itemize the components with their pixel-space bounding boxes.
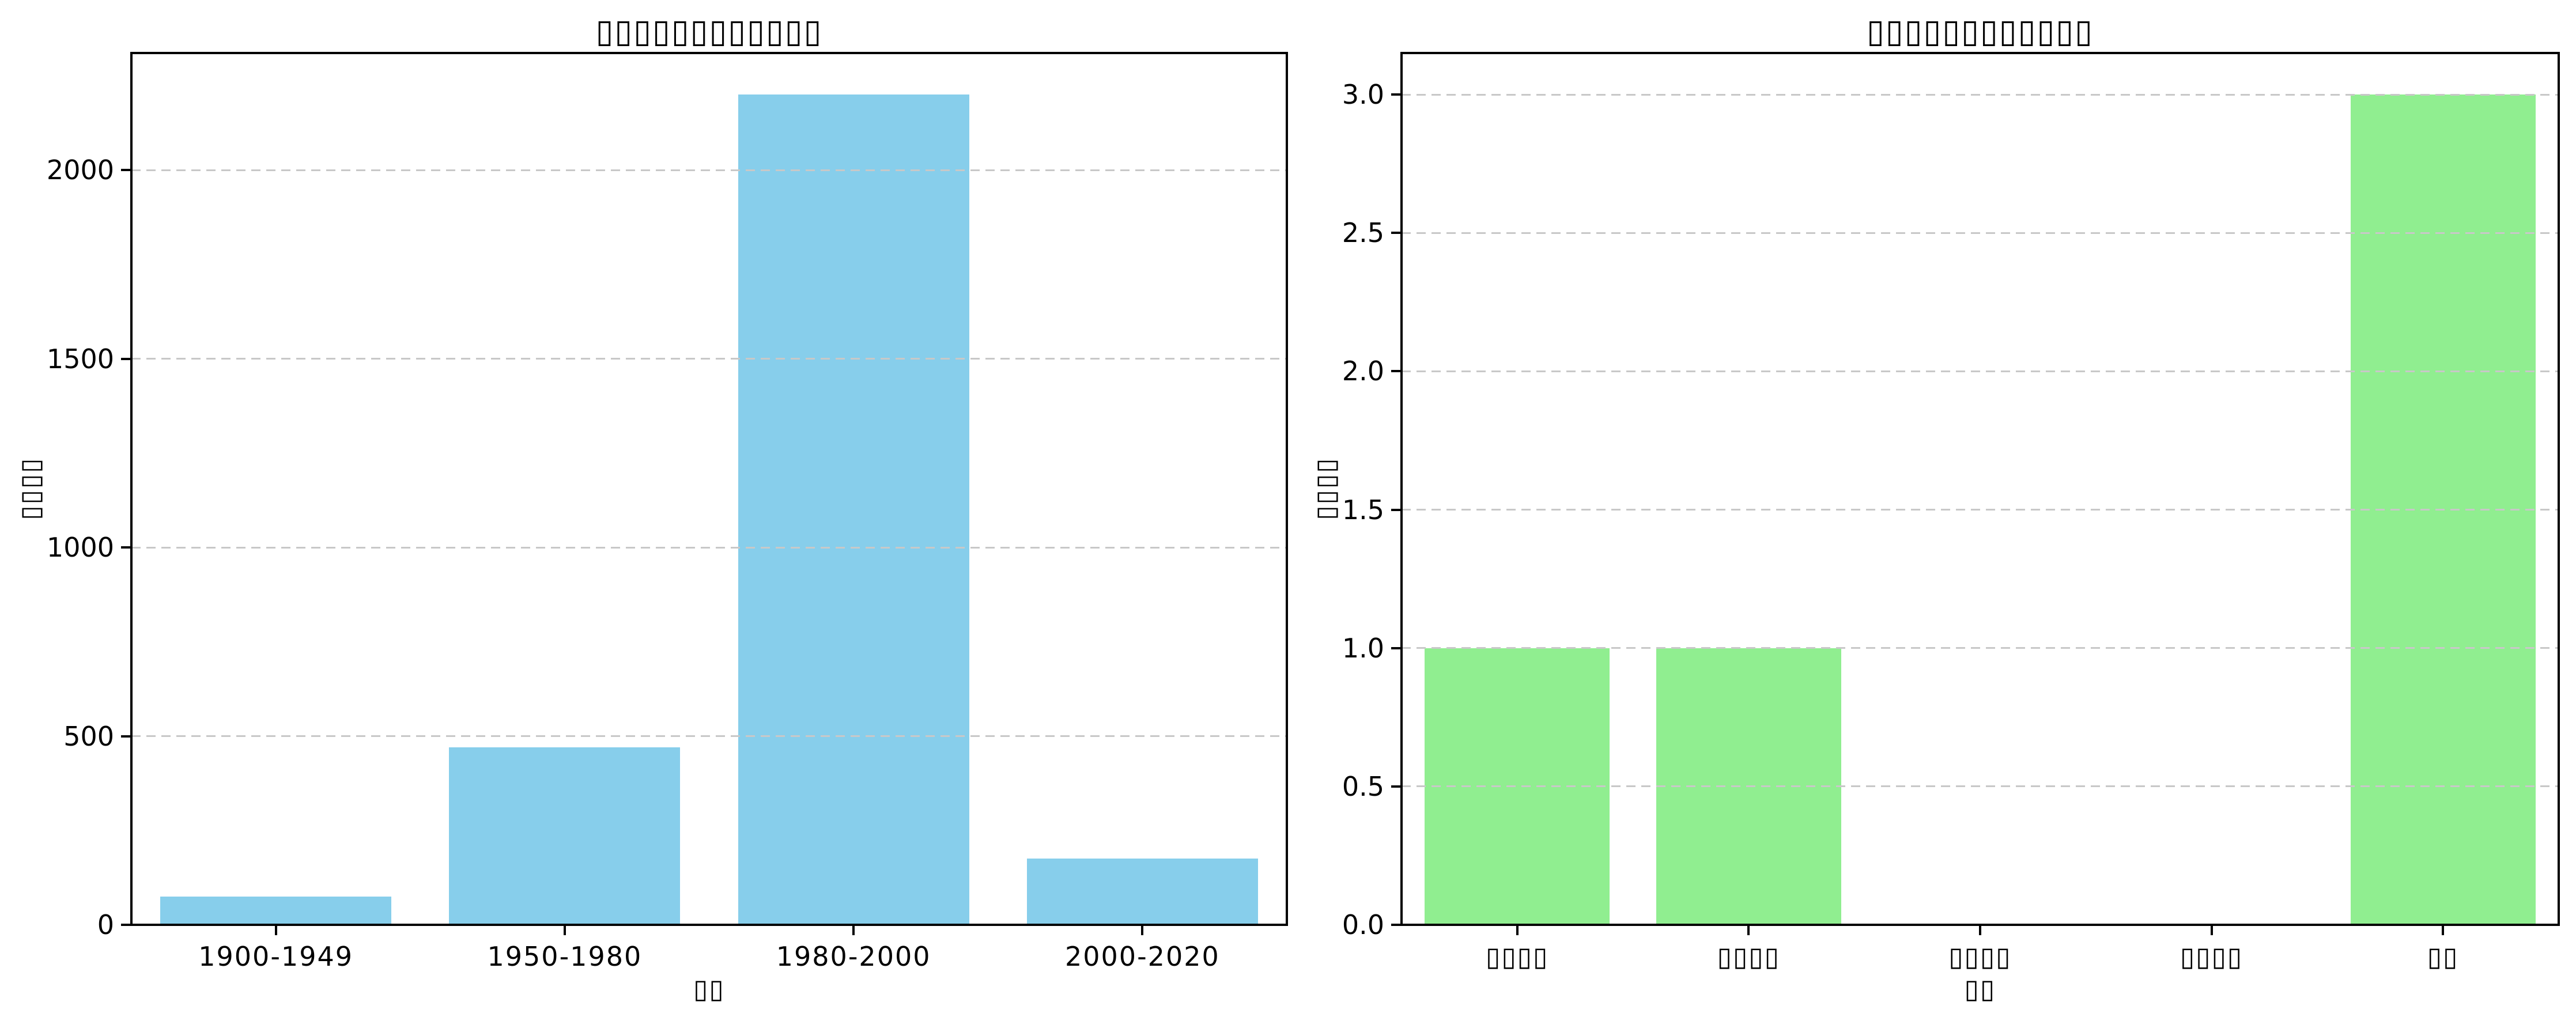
x-tick-label: 1900-1949 <box>198 941 353 972</box>
right-chart-title: ▯▯▯▯▯▯▯▯▯▯▯▯ <box>1867 13 2094 50</box>
gridline <box>1402 509 2559 511</box>
gridline <box>1402 232 2559 234</box>
right-x-axis-label: ▯▯ <box>1964 973 1996 1004</box>
x-tick-label: 2000-2020 <box>1065 941 1220 972</box>
x-tick-label: ▯▯▯▯ <box>1948 941 2012 972</box>
bar <box>160 896 392 925</box>
y-tick-label: 1000 <box>46 532 114 564</box>
y-tick-mark <box>1391 370 1402 373</box>
x-tick-label: ▯▯▯▯ <box>2180 941 2243 972</box>
y-tick-mark <box>121 546 131 549</box>
gridline <box>131 735 1287 737</box>
y-tick-mark <box>1391 93 1402 96</box>
y-tick-label: 2000 <box>46 154 114 186</box>
gridline <box>131 546 1287 549</box>
y-tick-mark <box>1391 785 1402 788</box>
left-chart-title: ▯▯▯▯▯▯▯▯▯▯▯▯ <box>595 13 823 50</box>
y-tick-mark <box>1391 232 1402 235</box>
x-tick-label: 1980-2000 <box>776 941 931 972</box>
y-tick-label: 0.0 <box>1342 909 1384 940</box>
bar <box>1026 859 1258 925</box>
y-tick-label: 1.5 <box>1342 494 1384 525</box>
gridline <box>1402 785 2559 788</box>
y-tick-label: 3.0 <box>1342 79 1384 111</box>
y-tick-label: 1500 <box>46 343 114 375</box>
x-tick-mark <box>2210 925 2213 935</box>
left-y-axis-label: ▯▯▯▯ <box>14 457 46 520</box>
y-tick-mark <box>121 924 131 926</box>
bar <box>449 747 681 925</box>
left-plot-area: 0 500 1000 1500 2000 1900-1949 1950-1980 1980-2… <box>47 52 1288 972</box>
x-tick-mark <box>852 925 855 935</box>
gridline <box>131 358 1287 360</box>
y-tick-mark <box>121 169 131 172</box>
x-tick-mark <box>1747 925 1750 935</box>
y-tick-mark <box>1391 508 1402 511</box>
x-tick-label: ▯▯▯▯ <box>1717 941 1781 972</box>
y-tick-label: 0.5 <box>1342 770 1384 802</box>
x-tick-mark <box>2442 925 2445 935</box>
gridline <box>131 169 1287 171</box>
gridline <box>1402 370 2559 372</box>
left-x-axis-label: ▯▯ <box>693 973 725 1004</box>
bar <box>738 94 969 925</box>
y-tick-label: 1.0 <box>1342 632 1384 664</box>
x-tick-label: 1950-1980 <box>487 941 643 972</box>
x-tick-label: ▯▯▯▯ <box>1486 941 1549 972</box>
x-tick-mark <box>1979 925 1981 935</box>
x-tick-mark <box>1516 925 1519 935</box>
y-tick-label: 500 <box>63 720 114 752</box>
x-tick-mark <box>274 925 277 935</box>
x-tick-mark <box>563 925 566 935</box>
x-tick-mark <box>1141 925 1144 935</box>
x-tick-label: ▯▯ <box>2427 941 2459 972</box>
gridline <box>1402 647 2559 649</box>
y-tick-label: 0 <box>97 909 114 940</box>
y-tick-mark <box>1391 924 1402 926</box>
y-tick-mark <box>121 735 131 738</box>
right-plot-area: 0.0 0.5 1.0 1.5 2.0 2.5 3.0 ▯▯▯▯ ▯▯▯▯ ▯▯▯▯ ▯▯▯▯ ▯▯ <box>1342 52 2560 972</box>
gridline <box>1402 93 2559 96</box>
y-tick-label: 2.5 <box>1342 217 1384 249</box>
plot-frame <box>130 52 1288 926</box>
right-y-axis-label: ▯▯▯▯ <box>1310 457 1341 520</box>
y-tick-mark <box>1391 647 1402 649</box>
y-tick-label: 2.0 <box>1342 356 1384 387</box>
y-tick-mark <box>121 357 131 360</box>
